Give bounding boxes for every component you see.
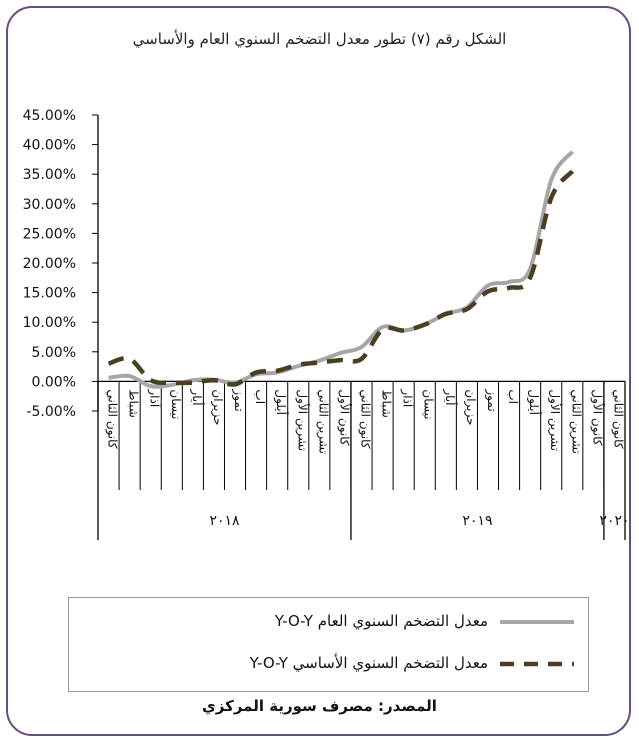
category-label: نيسان (169, 389, 183, 419)
legend-entry-core: معدل التضخم السنوي الأساسي Y-O-Y (69, 650, 588, 680)
chart-title: الشكل رقم (٧) تطور معدل التضخم السنوي ال… (132, 30, 507, 48)
y-tick-label: 10.00% (23, 315, 76, 331)
category-label: أيار (442, 388, 458, 405)
category-label: كانون الأول (589, 389, 605, 446)
category-label: تشرين الثاني (568, 389, 583, 454)
source-note: المصدر: مصرف سورية المركزي (202, 697, 437, 715)
y-tick-label: -5.00% (26, 404, 76, 420)
y-tick-label: 30.00% (23, 197, 76, 213)
category-label: كانون الثاني (358, 389, 373, 448)
legend-entry-headline: معدل التضخم السنوي العام Y-O-Y (69, 608, 588, 638)
category-label: شباط (380, 389, 394, 417)
y-tick-label: 0.00% (32, 374, 76, 390)
category-label: كانون الثاني (610, 389, 625, 448)
category-label: حزيران (210, 389, 225, 425)
category-label: آذار (400, 388, 416, 407)
category-label: تشرين الثاني (315, 389, 330, 454)
category-label: أيار (189, 388, 205, 405)
legend: معدل التضخم السنوي العام Y-O-Y معدل التض… (68, 597, 589, 692)
y-tick-label: 40.00% (23, 138, 76, 154)
year-label: ٢٠١٨ (209, 513, 240, 529)
legend-label-headline: معدل التضخم السنوي العام Y-O-Y (274, 612, 488, 630)
category-label: آذار (147, 388, 163, 407)
category-label: كانون الثاني (105, 389, 120, 448)
category-label: كانون الأول (336, 389, 352, 446)
category-label: أيلول (526, 389, 542, 415)
category-label: حزيران (463, 389, 478, 425)
series-line-headline (108, 150, 574, 389)
y-tick-label: 15.00% (23, 286, 76, 302)
y-tick-label: 20.00% (23, 256, 76, 272)
category-label: آب (253, 389, 268, 404)
category-label: تموز (484, 388, 499, 411)
y-tick-label: 45.00% (23, 108, 76, 124)
category-label: آب (506, 389, 521, 404)
category-label: أيلول (273, 389, 289, 415)
category-label: تشرين الأول (547, 389, 563, 451)
category-label: شباط (127, 389, 141, 417)
category-label: نيسان (422, 389, 436, 419)
year-label: ٢٠١٩ (462, 513, 492, 529)
series-line-core (107, 169, 575, 387)
y-tick-label: 5.00% (32, 345, 76, 361)
legend-label-core: معدل التضخم السنوي الأساسي Y-O-Y (249, 654, 488, 672)
chart-frame (6, 6, 631, 736)
y-tick-label: 25.00% (23, 226, 76, 242)
category-label: تموز (231, 388, 246, 411)
category-label: تشرين الأول (294, 389, 310, 451)
y-tick-label: 35.00% (23, 167, 76, 183)
legend-swatch-core (500, 661, 574, 667)
year-label: ٢٠٢٠ (599, 513, 629, 529)
legend-swatch-headline (500, 620, 574, 624)
